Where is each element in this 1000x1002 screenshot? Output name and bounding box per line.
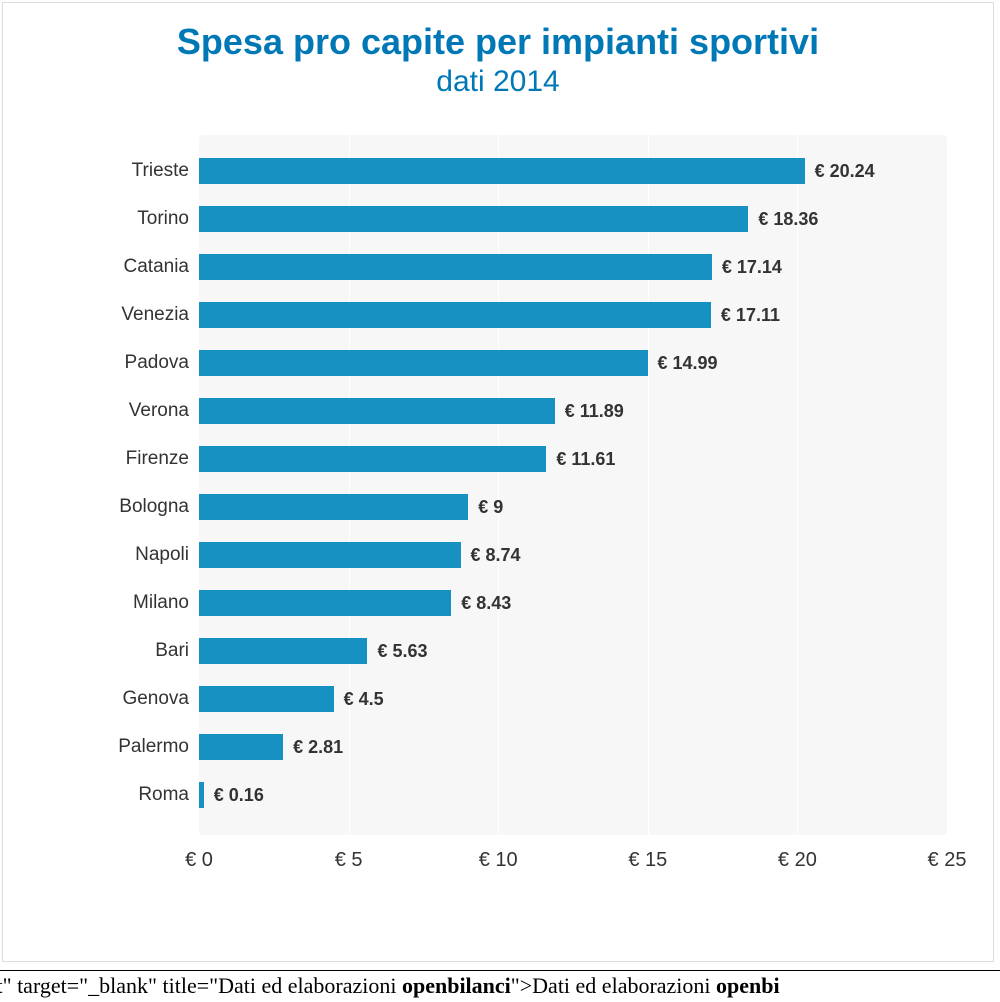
bar-row: € 17.11 (199, 302, 947, 328)
bar (199, 590, 451, 616)
bar-value-label: € 8.74 (471, 545, 521, 566)
bar-value-label: € 17.14 (722, 257, 782, 278)
bar-row: € 0.16 (199, 782, 947, 808)
bar-value-label: € 11.89 (565, 401, 624, 422)
gridline (947, 135, 948, 835)
y-axis-label: Napoli (135, 544, 189, 566)
chart-title: Spesa pro capite per impianti sportivi (9, 21, 987, 63)
bar-row: € 8.74 (199, 542, 947, 568)
footer-raw-html-strip: ilanci.it" target="_blank" title="Dati e… (0, 970, 1000, 1000)
bar-row: € 9 (199, 494, 947, 520)
bar (199, 542, 461, 568)
bar-value-label: € 5.63 (377, 641, 427, 662)
bar (199, 782, 204, 808)
bar-row: € 4.5 (199, 686, 947, 712)
y-axis-label: Torino (137, 208, 189, 230)
bars-layer: € 20.24 € 18.36 € 17.14 € 17.11 € 14.99 € 11.… (199, 135, 947, 835)
y-axis-label: Roma (138, 784, 189, 806)
bar-row: € 11.89 (199, 398, 947, 424)
bar-value-label: € 9 (478, 497, 503, 518)
y-axis-label: Bari (155, 640, 189, 662)
x-tick-label: € 10 (479, 849, 518, 872)
bar-row: € 5.63 (199, 638, 947, 664)
y-axis-label: Padova (125, 352, 189, 374)
x-tick-label: € 25 (928, 849, 967, 872)
y-axis-label: Firenze (126, 448, 189, 470)
y-axis-label: Palermo (118, 736, 189, 758)
bar-row: € 17.14 (199, 254, 947, 280)
bar-value-label: € 8.43 (461, 593, 511, 614)
x-tick-label: € 15 (628, 849, 667, 872)
x-tick-label: € 0 (185, 849, 213, 872)
x-axis: € 0€ 5€ 10€ 15€ 20€ 25 (199, 835, 947, 895)
bar-value-label: € 14.99 (658, 353, 718, 374)
bar (199, 398, 555, 424)
bar (199, 206, 748, 232)
bar (199, 158, 805, 184)
bar (199, 350, 648, 376)
bar (199, 254, 712, 280)
y-axis-label: Milano (133, 592, 189, 614)
bar-value-label: € 0.16 (214, 785, 264, 806)
bar-row: € 14.99 (199, 350, 947, 376)
chart-area: Trieste Torino Catania Venezia Padova Verona F… (39, 135, 957, 895)
bar-row: € 20.24 (199, 158, 947, 184)
bar (199, 446, 546, 472)
bar-row: € 18.36 (199, 206, 947, 232)
bar (199, 302, 711, 328)
y-axis-label: Catania (124, 256, 190, 278)
y-axis-label: Bologna (119, 496, 189, 518)
bar (199, 734, 283, 760)
bar-value-label: € 17.11 (721, 305, 780, 326)
bar-row: € 11.61 (199, 446, 947, 472)
y-axis-label: Verona (129, 400, 189, 422)
bar (199, 638, 367, 664)
bar-value-label: € 11.61 (556, 449, 615, 470)
y-axis-label: Genova (122, 688, 189, 710)
y-axis-labels: Trieste Torino Catania Venezia Padova Verona F… (39, 135, 189, 835)
chart-subtitle: dati 2014 (9, 65, 987, 99)
chart-card: Spesa pro capite per impianti sportivi d… (2, 2, 994, 962)
y-axis-label: Venezia (121, 304, 189, 326)
x-tick-label: € 20 (778, 849, 817, 872)
bar-value-label: € 20.24 (815, 161, 875, 182)
bar-row: € 2.81 (199, 734, 947, 760)
bar-value-label: € 4.5 (344, 689, 384, 710)
bar (199, 494, 468, 520)
footer-text: ilanci.it" target="_blank" title="Dati e… (0, 973, 780, 999)
bar-value-label: € 18.36 (758, 209, 818, 230)
bar (199, 686, 334, 712)
title-block: Spesa pro capite per impianti sportivi d… (9, 21, 987, 99)
y-axis-label: Trieste (132, 160, 189, 182)
x-tick-label: € 5 (335, 849, 363, 872)
bar-row: € 8.43 (199, 590, 947, 616)
bar-value-label: € 2.81 (293, 737, 343, 758)
